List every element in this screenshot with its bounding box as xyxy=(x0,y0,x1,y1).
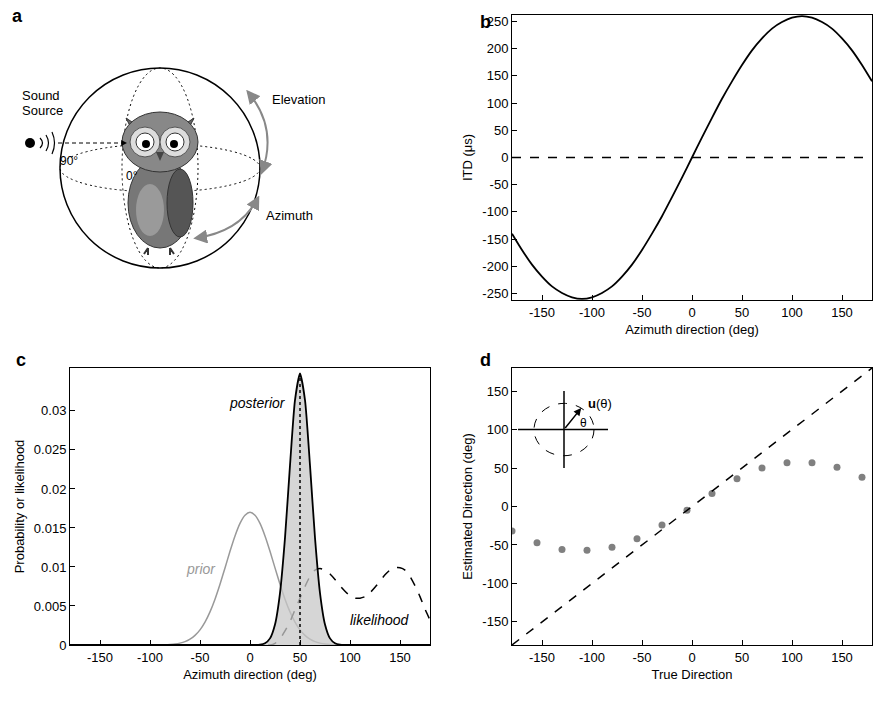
svg-text:Azimuth direction (deg): Azimuth direction (deg) xyxy=(625,322,759,337)
svg-text:0.025: 0.025 xyxy=(34,442,67,457)
svg-text:150: 150 xyxy=(389,650,411,665)
svg-text:0°: 0° xyxy=(126,169,138,183)
svg-text:Source: Source xyxy=(22,103,63,118)
svg-text:likelihood: likelihood xyxy=(350,612,410,628)
svg-text:-150: -150 xyxy=(482,232,508,247)
svg-text:100: 100 xyxy=(487,96,509,111)
svg-text:Azimuth direction (deg): Azimuth direction (deg) xyxy=(183,667,317,682)
svg-text:0: 0 xyxy=(501,150,508,165)
svg-text:0: 0 xyxy=(59,638,66,653)
svg-text:50: 50 xyxy=(494,461,508,476)
svg-text:-100: -100 xyxy=(482,576,508,591)
svg-text:Probability or likelihood: Probability or likelihood xyxy=(12,440,27,574)
svg-text:0: 0 xyxy=(688,650,695,665)
svg-text:0.02: 0.02 xyxy=(41,481,66,496)
svg-text:150: 150 xyxy=(487,384,509,399)
svg-text:150: 150 xyxy=(831,305,853,320)
svg-text:-100: -100 xyxy=(137,650,163,665)
svg-text:-50: -50 xyxy=(490,538,509,553)
svg-text:50: 50 xyxy=(735,305,749,320)
svg-text:50: 50 xyxy=(293,650,307,665)
svg-text:90°: 90° xyxy=(60,154,78,168)
svg-text:-150: -150 xyxy=(529,650,555,665)
svg-text:-150: -150 xyxy=(87,650,113,665)
svg-text:Sound: Sound xyxy=(22,88,60,103)
svg-text:Azimuth: Azimuth xyxy=(266,208,313,223)
svg-text:-50: -50 xyxy=(191,650,210,665)
svg-text:50: 50 xyxy=(735,650,749,665)
svg-text:ITD (μs): ITD (μs) xyxy=(460,134,475,181)
svg-text:0: 0 xyxy=(246,650,253,665)
svg-text:250: 250 xyxy=(487,14,509,29)
svg-text:0.015: 0.015 xyxy=(34,521,67,536)
svg-text:d: d xyxy=(480,350,491,370)
svg-text:50: 50 xyxy=(494,123,508,138)
svg-text:100: 100 xyxy=(339,650,361,665)
svg-text:0: 0 xyxy=(501,499,508,514)
svg-text:b: b xyxy=(480,12,491,32)
svg-text:0.01: 0.01 xyxy=(41,560,66,575)
svg-text:prior: prior xyxy=(186,561,216,577)
svg-text:0.03: 0.03 xyxy=(41,403,66,418)
svg-text:Estimated Direction (deg): Estimated Direction (deg) xyxy=(460,433,475,580)
svg-text:-250: -250 xyxy=(482,286,508,301)
svg-text:a: a xyxy=(12,6,23,26)
svg-text:100: 100 xyxy=(781,305,803,320)
svg-text:150: 150 xyxy=(487,68,509,83)
svg-text:-200: -200 xyxy=(482,259,508,274)
svg-text:True Direction: True Direction xyxy=(651,667,732,682)
svg-text:-50: -50 xyxy=(490,177,509,192)
svg-text:100: 100 xyxy=(781,650,803,665)
svg-text:200: 200 xyxy=(487,41,509,56)
svg-text:posterior: posterior xyxy=(229,395,286,411)
svg-text:-50: -50 xyxy=(633,305,652,320)
svg-text:150: 150 xyxy=(831,650,853,665)
svg-text:-100: -100 xyxy=(482,204,508,219)
svg-text:-150: -150 xyxy=(529,305,555,320)
svg-text:-50: -50 xyxy=(633,650,652,665)
svg-text:0.005: 0.005 xyxy=(34,599,67,614)
svg-text:u(θ): u(θ) xyxy=(588,396,612,411)
svg-text:100: 100 xyxy=(487,422,509,437)
svg-text:-100: -100 xyxy=(579,650,605,665)
svg-text:Elevation: Elevation xyxy=(272,92,325,107)
svg-text:-150: -150 xyxy=(482,614,508,629)
svg-text:c: c xyxy=(16,350,26,370)
svg-text:θ: θ xyxy=(580,416,587,430)
svg-text:-100: -100 xyxy=(579,305,605,320)
svg-text:0: 0 xyxy=(688,305,695,320)
